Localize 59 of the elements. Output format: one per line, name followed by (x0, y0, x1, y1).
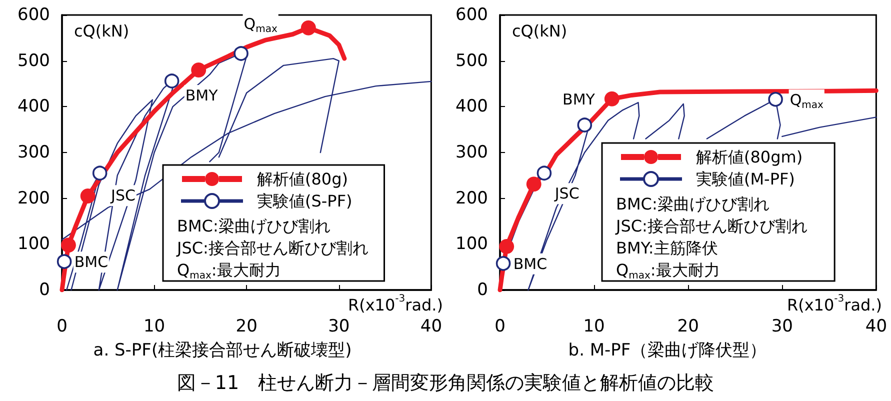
point (80, 188, 96, 204)
y-axis-title: cQ(kN) (512, 22, 568, 40)
text: a. S-PF(柱梁接合部せん断破壊型) (93, 340, 352, 360)
point (768, 92, 783, 107)
legend-label: 解析値(80g) (257, 170, 348, 188)
point (60, 238, 76, 253)
x-tick-label: 30 (771, 316, 793, 336)
annotation: BMY:主筋降伏 (616, 238, 718, 258)
y-tick-label: 400 (18, 96, 50, 117)
legend-label: 実験値(S-PF) (257, 192, 352, 210)
x-tick-label: 10 (583, 316, 605, 336)
annotation: BMC (513, 254, 548, 273)
annotation: JSC:接合部せん断ひび割れ (176, 238, 368, 258)
y-tick-label: 100 (456, 234, 488, 254)
y-tick-label: 500 (456, 50, 488, 71)
y-tick-label: 100 (18, 234, 50, 254)
annotation: BMY (185, 86, 219, 104)
annotation: JSC (554, 184, 580, 203)
y-tick-label: 500 (18, 50, 50, 71)
legend-label: 実験値(M-PF) (696, 170, 795, 188)
x-tick-label: 10 (143, 316, 166, 336)
text: b. M-PF（梁曲げ降伏型） (568, 340, 767, 360)
y-tick-label: 200 (456, 188, 488, 208)
point (499, 238, 514, 254)
y-tick-label: 0 (477, 280, 488, 300)
text: 図－11 柱せん断力－層間変形角関係の実験値と解析値の比較 (176, 371, 716, 396)
point (604, 91, 620, 106)
y-tick-label: 300 (456, 142, 488, 162)
point (536, 166, 552, 181)
point (526, 176, 542, 192)
y-tick-label: 400 (456, 96, 488, 117)
x-tick-label: 40 (420, 316, 442, 336)
x-tick-label: 0 (494, 316, 506, 336)
point (92, 166, 108, 181)
annotation: BMC:梁曲げひび割れ (616, 194, 770, 214)
x-tick-label: 20 (677, 316, 699, 336)
annotation: JSC (110, 186, 136, 205)
y-tick-label: 600 (18, 5, 50, 25)
y-tick-label: 600 (456, 5, 488, 25)
annotation: JSC:接合部せん断ひび割れ (615, 216, 808, 236)
annotation: BMY (562, 90, 596, 108)
point (164, 74, 180, 88)
point (577, 118, 592, 132)
y-tick-label: 300 (18, 142, 50, 162)
y-axis-title: cQ(kN) (74, 22, 130, 40)
point (191, 62, 206, 78)
point (496, 256, 511, 271)
x-tick-label: 20 (236, 316, 258, 336)
y-tick-label: 0 (39, 280, 50, 300)
point (56, 254, 72, 269)
y-tick-label: 200 (18, 188, 50, 208)
legend-label: 解析値(80gm) (696, 148, 803, 166)
annotation: BMC (74, 253, 108, 272)
x-tick-label: 40 (865, 316, 888, 336)
x-tick-label: 0 (56, 316, 68, 336)
point (300, 20, 316, 36)
x-tick-label: 30 (328, 316, 350, 336)
point (234, 46, 248, 61)
annotation: BMC:梁曲げひび割れ (177, 216, 330, 236)
